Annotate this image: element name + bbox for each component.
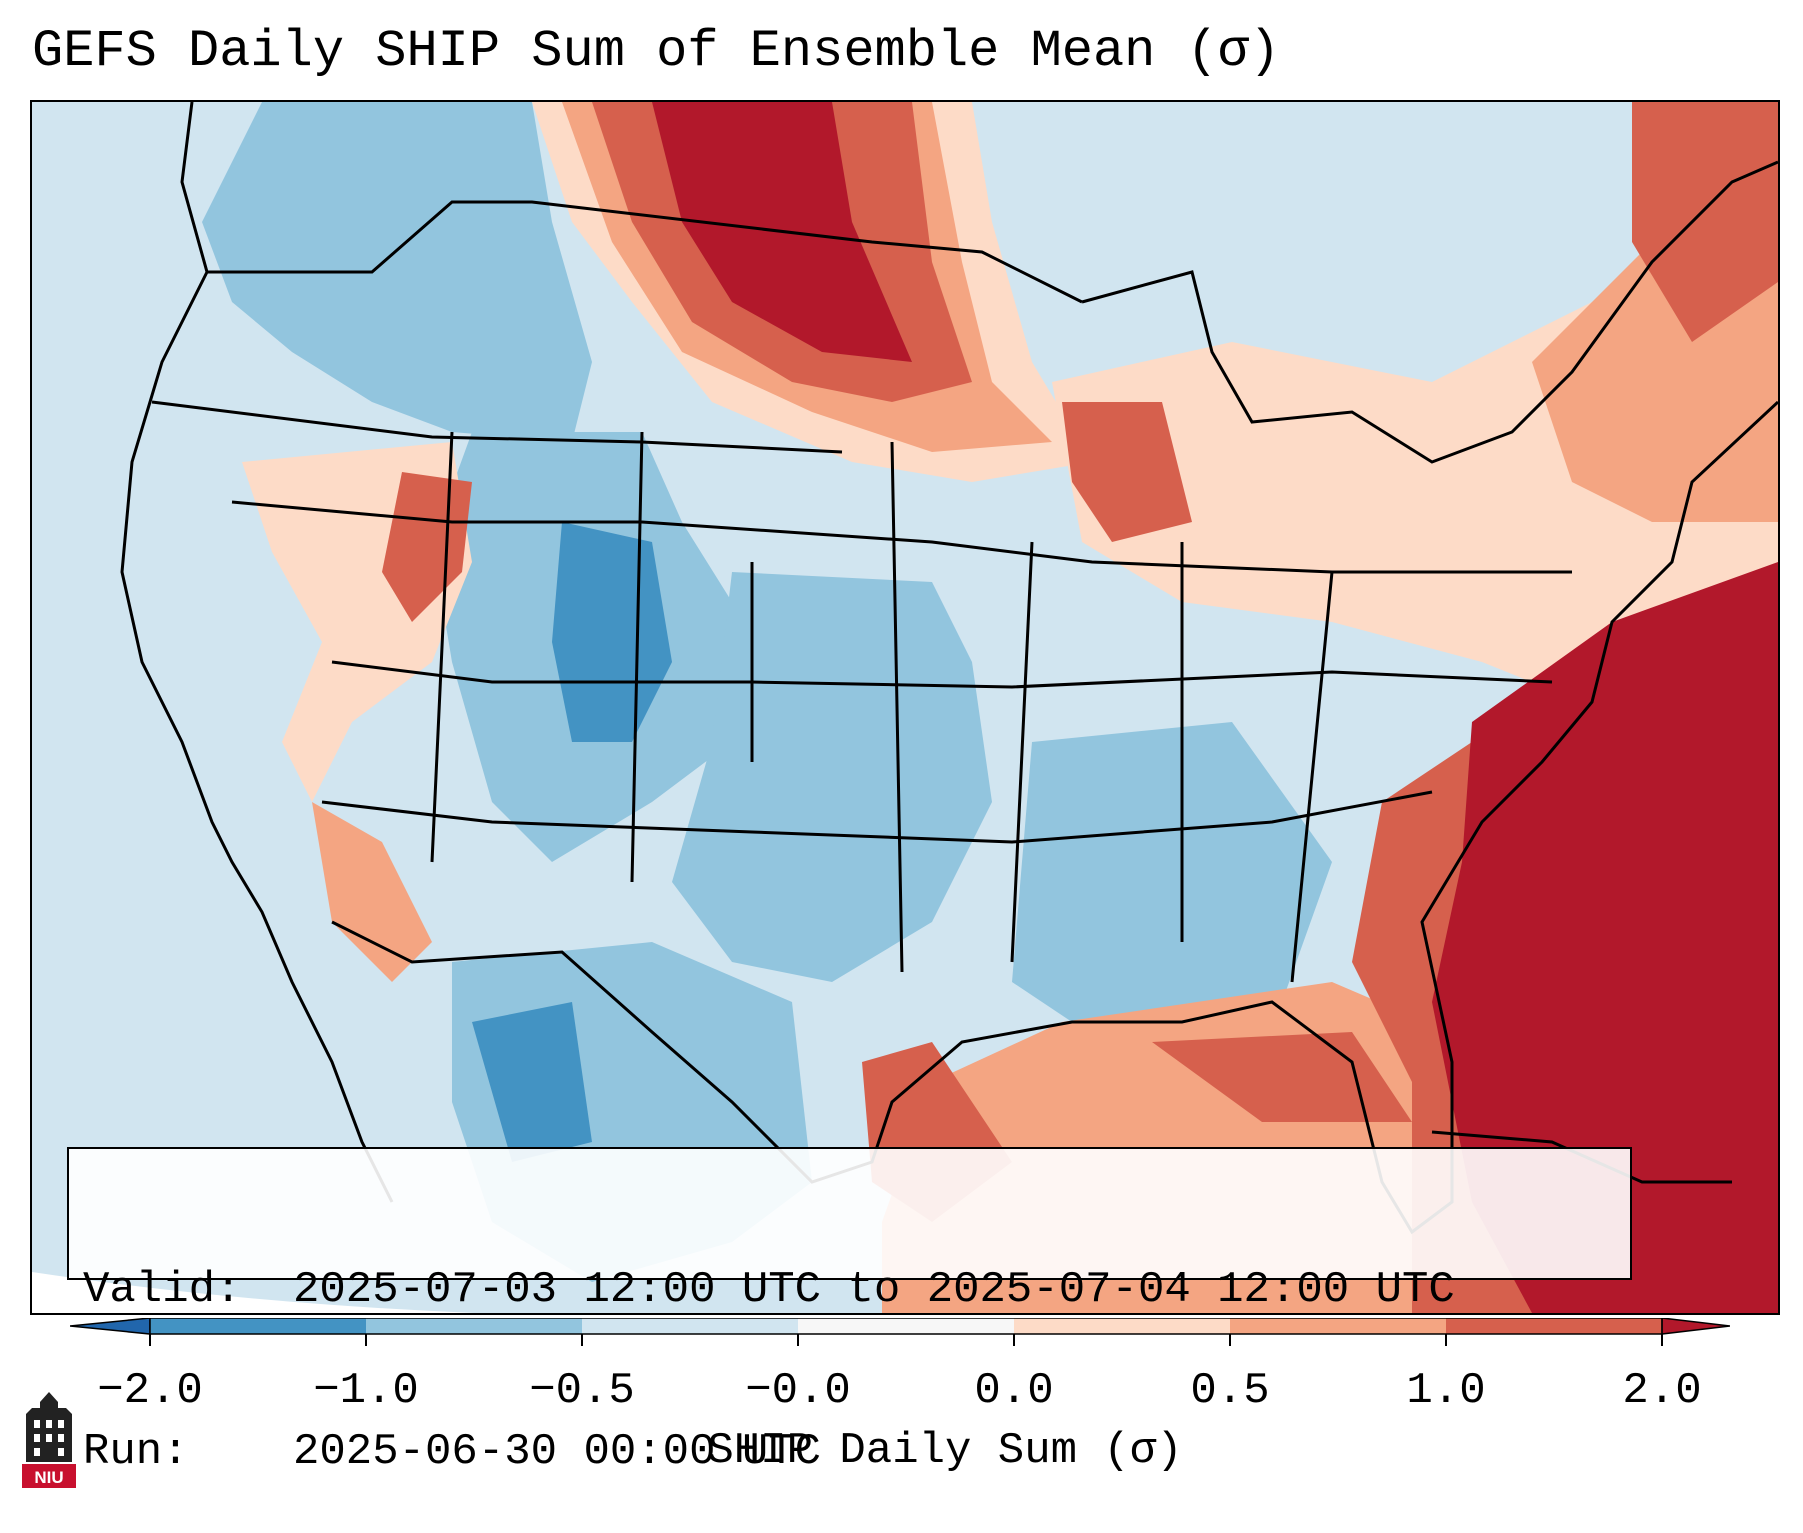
- colorbar-outline: [149, 1318, 1663, 1335]
- gulf-atlantic-coastline: [331, 400, 1778, 1235]
- valid-label: Valid:: [83, 1265, 242, 1315]
- valid-row: Valid: 2025-07-03 12:00 UTC to 2025-07-04…: [83, 1263, 1616, 1317]
- colorbar-segment-5: [1230, 1318, 1446, 1334]
- logo-text: NIU: [34, 1468, 63, 1487]
- colorbar-tick-label-4: 0.0: [974, 1366, 1054, 1416]
- canada-east-high: [1632, 102, 1778, 342]
- colorbar-segment-4: [1014, 1318, 1230, 1334]
- nw-below-normal-region: [202, 102, 592, 442]
- ship-field-map: [32, 102, 1778, 1313]
- colorbar-segment-2: [582, 1318, 798, 1334]
- atlantic-very-high-region: [1432, 562, 1778, 1313]
- colorbar-segment-3: [798, 1318, 1014, 1334]
- great-lakes-northeast-outline: [1081, 160, 1778, 464]
- map-panel: [30, 100, 1780, 1315]
- out-of-domain-area: [32, 1272, 932, 1313]
- pacific-coastline: [120, 102, 394, 1203]
- niu-logo: NIU: [22, 1392, 76, 1488]
- colorbar-segment-6: [1446, 1318, 1662, 1334]
- colorbar-extend-high: [1661, 1318, 1730, 1335]
- state-border-row-3: [331, 660, 1553, 689]
- gulf-high-band: [1152, 1032, 1412, 1122]
- logo-red-band: [22, 1464, 76, 1488]
- logo-tower-top: [40, 1392, 58, 1408]
- colorbar-segment-1: [366, 1318, 582, 1334]
- colorbar-extend-low: [70, 1318, 151, 1335]
- state-border-verticals: [430, 431, 1334, 983]
- wisconsin-high-region: [1062, 402, 1192, 542]
- run-row: Run: 2025-06-30 00:00 UTC: [83, 1425, 1616, 1479]
- us-canada-border: [207, 200, 1083, 304]
- map-title: GEFS Daily SHIP Sum of Ensemble Mean (σ): [32, 22, 1281, 81]
- state-border-row-4: [321, 790, 1433, 844]
- colorbar-tick-label-7: 2.0: [1622, 1366, 1702, 1416]
- colorbar-tick-label-3: −0.0: [745, 1366, 851, 1416]
- southeast-below-normal-region: [1012, 722, 1332, 1062]
- geographic-boundaries: [120, 102, 1778, 1235]
- logo-windows: [34, 1420, 64, 1456]
- colorbar-segment-0: [150, 1318, 366, 1334]
- colorbar-tick-label-0: −2.0: [97, 1366, 203, 1416]
- mexico-strong-negative: [472, 1002, 592, 1162]
- colorbar-ticks: [149, 1334, 1663, 1346]
- valid-value: 2025-07-03 12:00 UTC to 2025-07-04 12:00…: [293, 1265, 1455, 1315]
- state-border-row-1: [151, 400, 843, 454]
- colorbar-tick-label-5: 0.5: [1190, 1366, 1270, 1416]
- southwest-above-normal: [312, 802, 432, 982]
- colorado-strong-negative: [552, 522, 672, 742]
- colorbar-label: SHIP Daily Sum (σ): [707, 1426, 1183, 1476]
- run-value: 2025-06-30 00:00 UTC: [293, 1427, 822, 1477]
- colorbar-tick-label-1: −1.0: [313, 1366, 419, 1416]
- colorbar-tick-label-2: −0.5: [529, 1366, 635, 1416]
- colorbar-tick-label-6: 1.0: [1406, 1366, 1486, 1416]
- run-label: Run:: [83, 1427, 189, 1477]
- valid-run-info-box: Valid: 2025-07-03 12:00 UTC to 2025-07-04…: [67, 1147, 1632, 1477]
- colorbar: [70, 1318, 1730, 1346]
